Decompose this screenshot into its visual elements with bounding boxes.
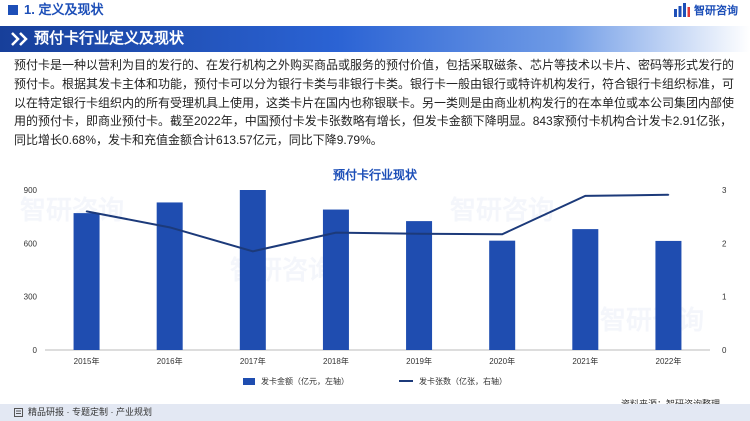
x-tick-label: 2016年 [157,356,183,366]
line-point-2022年 [667,194,670,196]
line-point-2021年 [584,195,587,197]
bar-2017年 [239,190,266,350]
logo-icon [674,3,690,17]
line-point-2020年 [501,233,503,236]
y-right-tick-label: 1 [722,293,727,302]
x-tick-label: 2018年 [323,356,349,366]
x-tick-label: 2017年 [240,356,266,366]
legend-item-amount: 发卡金额（亿元，左轴） [243,374,349,388]
line-series-count [86,193,669,253]
y-left-tick-label: 900 [24,186,38,195]
logo-text: 智研咨询 [694,5,738,17]
y-right-tick-label: 0 [722,346,727,355]
legend-label-count: 发卡张数（亿张，右轴） [419,376,507,386]
line-point-2016年 [168,226,171,229]
x-tick-label: 2020年 [489,356,515,366]
line-point-2018年 [335,231,337,234]
top-bar: 1. 定义及现状 智研咨询 [0,0,750,22]
footer-text: 精品研报 · 专题定制 · 产业规划 [28,407,152,417]
line-point-2015年 [85,210,88,213]
footer-bar: 精品研报 · 专题定制 · 产业规划 [0,404,750,421]
y-right-tick-label: 3 [722,186,727,195]
intro-paragraph: 预付卡是一种以营利为目的发行的、在发行机构之外购买商品或服务的预付价值，包括采取… [14,58,735,148]
x-tick-label: 2019年 [406,356,432,366]
section-title: 1. 定义及现状 [24,2,104,17]
banner-title: 预付卡行业定义及现状 [34,30,185,47]
x-tick-label: 2015年 [74,356,100,366]
legend-bar-swatch [243,377,255,385]
section-banner: 预付卡行业定义及现状 [0,26,750,52]
y-left-tick-label: 600 [24,239,38,248]
bar-2019年 [406,221,433,350]
legend-item-count: 发卡张数（亿张，右轴） [399,374,507,388]
chevron-right-icon [11,32,28,46]
line-point-2019年 [418,232,420,235]
combo-chart: 0 300 600 900 0 1 2 3 2015年 2016年 2017年 2018年 2019年 2… [24,186,727,366]
bar-2022年 [655,240,682,350]
chart-title: 预付卡行业现状 [332,168,417,182]
x-tick-label: 2021年 [572,356,598,366]
y-left-tick-label: 300 [24,293,38,302]
bar-2015年 [73,213,100,350]
document-icon [14,408,23,417]
brand-logo: 智研咨询 [674,2,738,18]
x-tick-label: 2022年 [656,356,682,366]
bar-2021年 [572,229,599,350]
line-point-2017年 [252,250,254,253]
chart-legend: 发卡金额（亿元，左轴） 发卡张数（亿张，右轴） [0,374,750,388]
y-right-tick-label: 2 [722,239,727,248]
legend-line-swatch [399,380,413,382]
y-left-tick-label: 0 [33,346,38,355]
section-marker-icon [8,5,18,15]
legend-label-amount: 发卡金额（亿元，左轴） [261,376,349,386]
bar-2020年 [489,240,516,350]
bar-2018年 [322,209,349,350]
